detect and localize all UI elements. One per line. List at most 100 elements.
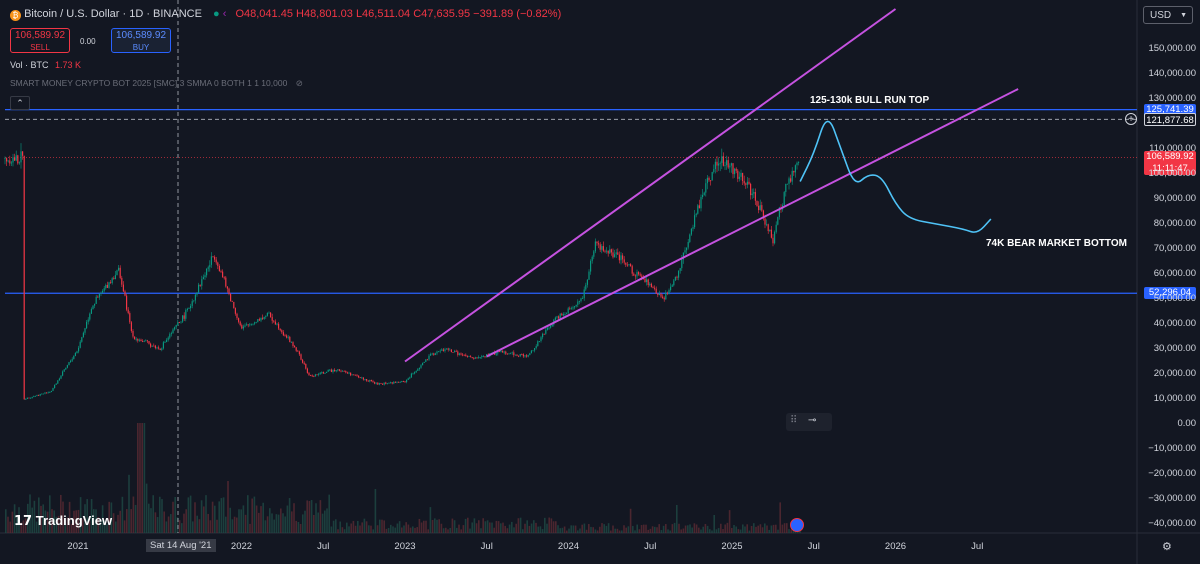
candle-body (540, 337, 542, 342)
candle-body (34, 395, 36, 397)
candle-body (527, 355, 529, 357)
share-icon[interactable]: ‹ (222, 8, 227, 20)
volume-bar (121, 496, 124, 533)
candle-body (690, 228, 692, 235)
volume-bar (337, 529, 339, 533)
candle-body (118, 267, 120, 271)
candle-body (742, 172, 744, 182)
settings-gear-icon[interactable]: ⚙ (1162, 541, 1172, 553)
candle-body (412, 373, 414, 375)
candle-body (631, 266, 633, 274)
candle-body (278, 323, 280, 329)
crosshair-date-label: Sat 14 Aug '21 (146, 539, 216, 552)
candle-body (663, 297, 665, 300)
floating-drawing-toolbar[interactable]: ⠿ ⊸ (786, 413, 832, 431)
volume-bar (665, 524, 667, 533)
candle-body (407, 378, 409, 380)
candle-body (558, 316, 560, 319)
volume-bar (700, 529, 702, 533)
volume-bar (698, 527, 700, 533)
candle-body (182, 315, 184, 322)
volume-bar (192, 521, 194, 533)
candle-body (54, 384, 56, 388)
candle-body (358, 375, 360, 378)
collapse-legend-button[interactable]: ⌃ (10, 96, 30, 110)
candle-body (710, 180, 712, 182)
candle-body (100, 292, 102, 294)
volume-bar (407, 524, 410, 533)
y-axis-tick-label: 70,000.00 (1153, 243, 1196, 254)
volume-bar (761, 527, 764, 533)
volume-bar (414, 527, 416, 533)
candle-body (343, 370, 345, 372)
candle-body (457, 351, 459, 355)
volume-bar (689, 524, 691, 533)
candle-body (327, 369, 329, 372)
candle-body (452, 352, 454, 353)
volume-bar (255, 505, 258, 533)
candle-body (642, 278, 644, 280)
volume-bar (427, 529, 429, 533)
candle-body (268, 312, 270, 314)
volume-bar (350, 523, 352, 533)
volume-bar (273, 519, 275, 533)
volume-bar (627, 526, 630, 533)
candle-body (713, 169, 715, 173)
candle-body (201, 279, 203, 286)
currency-select[interactable]: USD ▼ (1143, 6, 1193, 24)
volume-bar (7, 516, 9, 533)
candle-body (538, 341, 540, 342)
volume-bar (352, 520, 355, 533)
candle-body (150, 343, 152, 347)
volume-bar (711, 530, 713, 533)
volume-bar (174, 496, 176, 533)
volume-bar (308, 501, 311, 533)
candle-body (220, 271, 222, 272)
candle-body (599, 244, 601, 250)
candle-body (591, 256, 593, 261)
us-flag-event-icon[interactable] (790, 518, 804, 532)
sell-button[interactable]: 106,589.92 SELL (10, 28, 70, 53)
volume-bar (513, 527, 515, 533)
volume-bar (24, 518, 27, 533)
candle-body (231, 301, 233, 302)
candle-body (287, 336, 289, 338)
candle-body (718, 163, 720, 166)
buy-button[interactable]: 106,589.92 BUY (111, 28, 171, 53)
volume-bar (748, 530, 751, 533)
candle-body (15, 155, 17, 161)
volume-bar (588, 524, 590, 533)
volume-bar (253, 496, 256, 533)
candle-body (334, 369, 336, 372)
candle-body (124, 291, 126, 296)
volume-bar (550, 518, 553, 533)
candle-body (465, 354, 467, 357)
candle-body (294, 346, 296, 348)
volume-bar (436, 519, 438, 533)
volume-bar (695, 524, 698, 533)
add-alert-icon[interactable]: + (1125, 113, 1137, 125)
volume-bar (339, 521, 341, 533)
volume-bar (387, 528, 390, 533)
eye-off-icon[interactable]: ⊘ (295, 78, 303, 88)
candle-body (519, 354, 521, 357)
volume-bar (238, 509, 240, 533)
symbol-title[interactable]: Bitcoin / U.S. Dollar · 1D · BINANCE (24, 8, 202, 20)
candle-body (463, 354, 465, 356)
candle-body (410, 373, 412, 378)
indicator-legend[interactable]: SMART MONEY CRYPTO BOT 2025 [SMC] 3 SMMA… (10, 78, 303, 89)
volume-bar (449, 527, 451, 533)
candle-body (66, 365, 68, 368)
candle-body (9, 160, 11, 164)
candle-body (76, 351, 78, 353)
candle-body (785, 183, 787, 193)
volume-value: 1.73 K (55, 60, 82, 70)
candle-body (737, 170, 739, 179)
candle-body (790, 178, 792, 182)
candle-body (202, 277, 204, 280)
candle-body (498, 350, 500, 353)
tradingview-icon: 𝟭𝟳 (14, 513, 33, 528)
candle-body (121, 277, 123, 285)
y-axis-tick-label: 0.00 (1177, 418, 1197, 429)
